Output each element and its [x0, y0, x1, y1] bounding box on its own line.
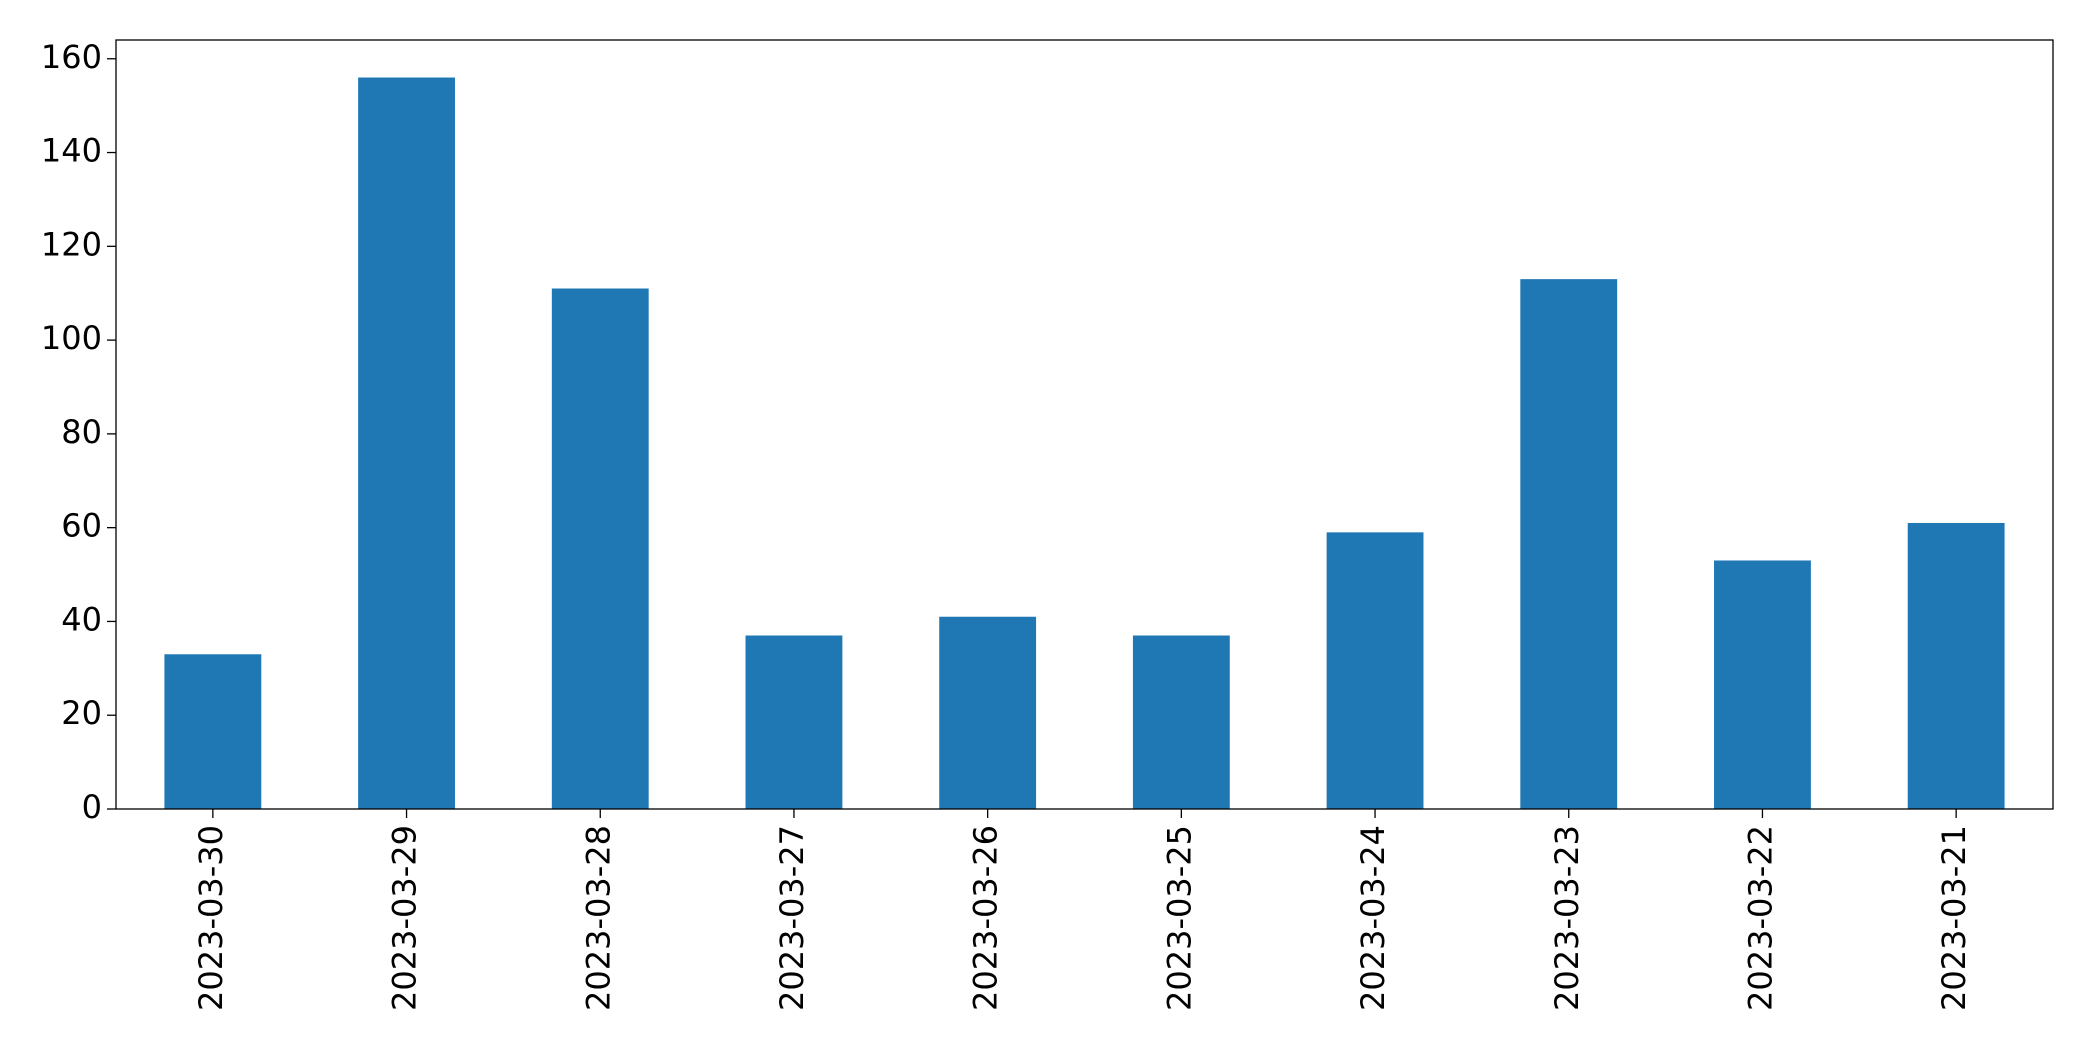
y-tick-label: 80	[61, 413, 102, 451]
bar	[1132, 635, 1230, 809]
y-tick-label: 140	[41, 132, 102, 170]
x-tick-label: 2023-03-30	[192, 825, 230, 1011]
y-tick-label: 0	[82, 788, 102, 826]
x-tick-label: 2023-03-23	[1548, 825, 1586, 1011]
bar	[1907, 522, 2005, 809]
x-tick-label: 2023-03-24	[1354, 825, 1392, 1011]
y-tick-label: 60	[61, 507, 102, 545]
y-tick-label: 20	[61, 694, 102, 732]
y-tick-label: 160	[41, 38, 102, 76]
bar	[939, 616, 1037, 809]
x-tick-label: 2023-03-27	[773, 825, 811, 1011]
x-tick-label: 2023-03-25	[1160, 825, 1198, 1011]
x-tick-label: 2023-03-26	[967, 825, 1005, 1011]
bar	[745, 635, 843, 809]
y-tick-label: 100	[41, 319, 102, 357]
y-tick-label: 40	[61, 600, 102, 638]
bar	[1520, 279, 1618, 809]
y-tick-label: 120	[41, 225, 102, 263]
bar	[358, 77, 455, 809]
bar	[551, 288, 649, 809]
bar	[1714, 560, 1811, 809]
bar	[1326, 532, 1424, 809]
plot-frame	[115, 39, 2054, 810]
bar	[164, 654, 262, 809]
x-tick-label: 2023-03-29	[386, 825, 424, 1011]
x-tick-label: 2023-03-22	[1741, 825, 1779, 1011]
x-tick-label: 2023-03-21	[1935, 825, 1973, 1011]
x-tick-label: 2023-03-28	[579, 825, 617, 1011]
